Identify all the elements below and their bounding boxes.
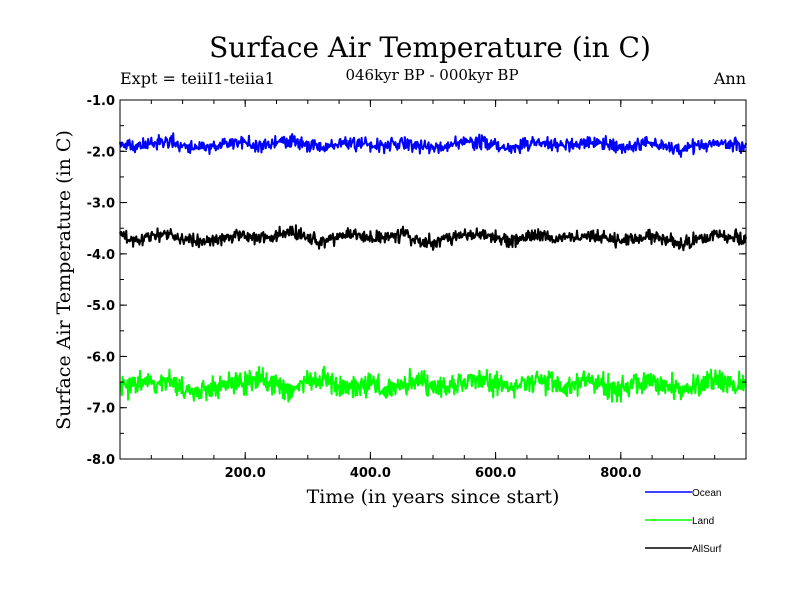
y-tick-label: -7.0: [87, 402, 115, 417]
x-tick-label: 200.0: [225, 466, 266, 481]
x-tick-label: 600.0: [475, 466, 516, 481]
axes-layer: -1.0 -2.0 -3.0 -4.0 -5.0 -6.0 -7.0 -8.0 200.0 400…: [87, 94, 747, 481]
legend: Ocean Land AllSurf: [645, 488, 722, 555]
y-tick-label: -3.0: [87, 197, 115, 212]
legend-label-ocean: Ocean: [692, 488, 721, 499]
series-layer: [119, 132, 747, 403]
x-tick-label: 400.0: [350, 466, 391, 481]
y-tick-label: -4.0: [87, 248, 115, 263]
series-line-ocean: [119, 132, 747, 158]
legend-label-allsurf: AllSurf: [692, 544, 722, 555]
legend-label-land: Land: [692, 516, 714, 527]
y-axis-label: Surface Air Temperature (in C): [53, 130, 75, 430]
season-label: Ann: [713, 69, 746, 88]
y-tick-label: -2.0: [87, 145, 115, 160]
x-tick-label: 800.0: [600, 466, 641, 481]
plot-frame: [119, 99, 747, 460]
y-tick-label: -8.0: [87, 453, 115, 468]
chart-title: Surface Air Temperature (in C): [209, 31, 651, 64]
series-line-land: [119, 365, 747, 403]
x-axis-label: Time (in years since start): [307, 486, 560, 508]
experiment-label: Expt = teiiI1-teiia1: [120, 69, 275, 88]
series-line-allsurf: [119, 224, 747, 252]
chart-subtitle: 046kyr BP - 000kyr BP: [345, 66, 518, 84]
y-tick-label: -1.0: [87, 94, 115, 109]
y-tick-label: -6.0: [87, 350, 115, 365]
y-tick-label: -5.0: [87, 299, 115, 314]
